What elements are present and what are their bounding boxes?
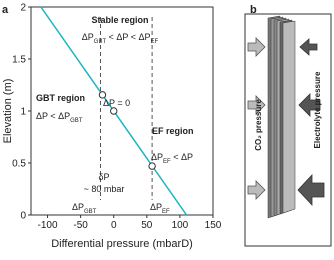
x-tick-label: 50 (141, 220, 153, 231)
panel-label: b (250, 4, 257, 16)
y-tick-label: 2 (20, 3, 26, 14)
subscript: EF (163, 159, 171, 165)
y-tick-label: 1.5 (12, 55, 26, 66)
x-tick-label: 0 (111, 220, 117, 231)
y-axis-label: Elevation (m) (2, 79, 14, 144)
marker (148, 162, 156, 170)
subscript: EF (151, 39, 159, 45)
x-axis-label: Differential pressure (mbarD) (51, 238, 193, 250)
y-tick-label: 0.5 (12, 159, 26, 170)
annotation: ~ 80 mbar (84, 184, 125, 194)
diagram-label: CO₂ pressure (254, 99, 263, 151)
diagram: CO₂ pressure Electrolyte pressure (244, 13, 332, 247)
y-tick-label: 0 (20, 211, 26, 222)
annotation: ΔPGBT < ΔP < ΔPEF (82, 32, 159, 45)
diagram-label: Electrolyte pressure (313, 71, 322, 148)
plot: -100 -50 0 50 100 150 0 0.5 1 1.5 2 Differential pr… (2, 3, 222, 251)
panel-label: a (2, 4, 9, 16)
x-tick-label: -100 (38, 220, 58, 231)
frame (244, 13, 332, 247)
membrane-stack (267, 15, 296, 219)
annotation: ΔPEF (150, 202, 170, 215)
text-part: ΔP (151, 152, 163, 162)
annotation: ΔPEF < ΔP (151, 152, 193, 165)
annotation: ΔP = 0 (103, 98, 130, 108)
annotation: Stable region (91, 15, 148, 25)
subscript: GBT (94, 39, 107, 45)
text-part: < ΔP < ΔP (106, 32, 150, 42)
annotations: Stable region ΔPGBT < ΔP < ΔPEF GBT regi… (36, 15, 194, 215)
text-part: ΔP (72, 202, 84, 212)
text-part: ΔP < ΔP (36, 111, 70, 121)
y-tick-label: 1 (20, 107, 26, 118)
x-tick-label: -50 (73, 220, 88, 231)
marker (110, 107, 118, 115)
x-tick-label: 100 (172, 220, 189, 231)
x-tick-label: 150 (205, 220, 222, 231)
annotation: GBT region (36, 93, 85, 103)
subscript: GBT (84, 209, 97, 215)
co2-arrows (247, 37, 266, 200)
annotation: ΔP < ΔPGBT (36, 111, 83, 124)
marker (98, 91, 107, 99)
annotation: ΔPGBT (72, 202, 97, 215)
annotation: δP (98, 172, 109, 182)
annotation: EF region (152, 126, 194, 136)
text-part: ΔP (82, 32, 94, 42)
subscript: EF (162, 209, 170, 215)
electrolyte-arrows (297, 38, 325, 207)
subscript: GBT (70, 118, 83, 124)
text-part: < ΔP (171, 152, 193, 162)
text-part: ΔP (150, 202, 162, 212)
